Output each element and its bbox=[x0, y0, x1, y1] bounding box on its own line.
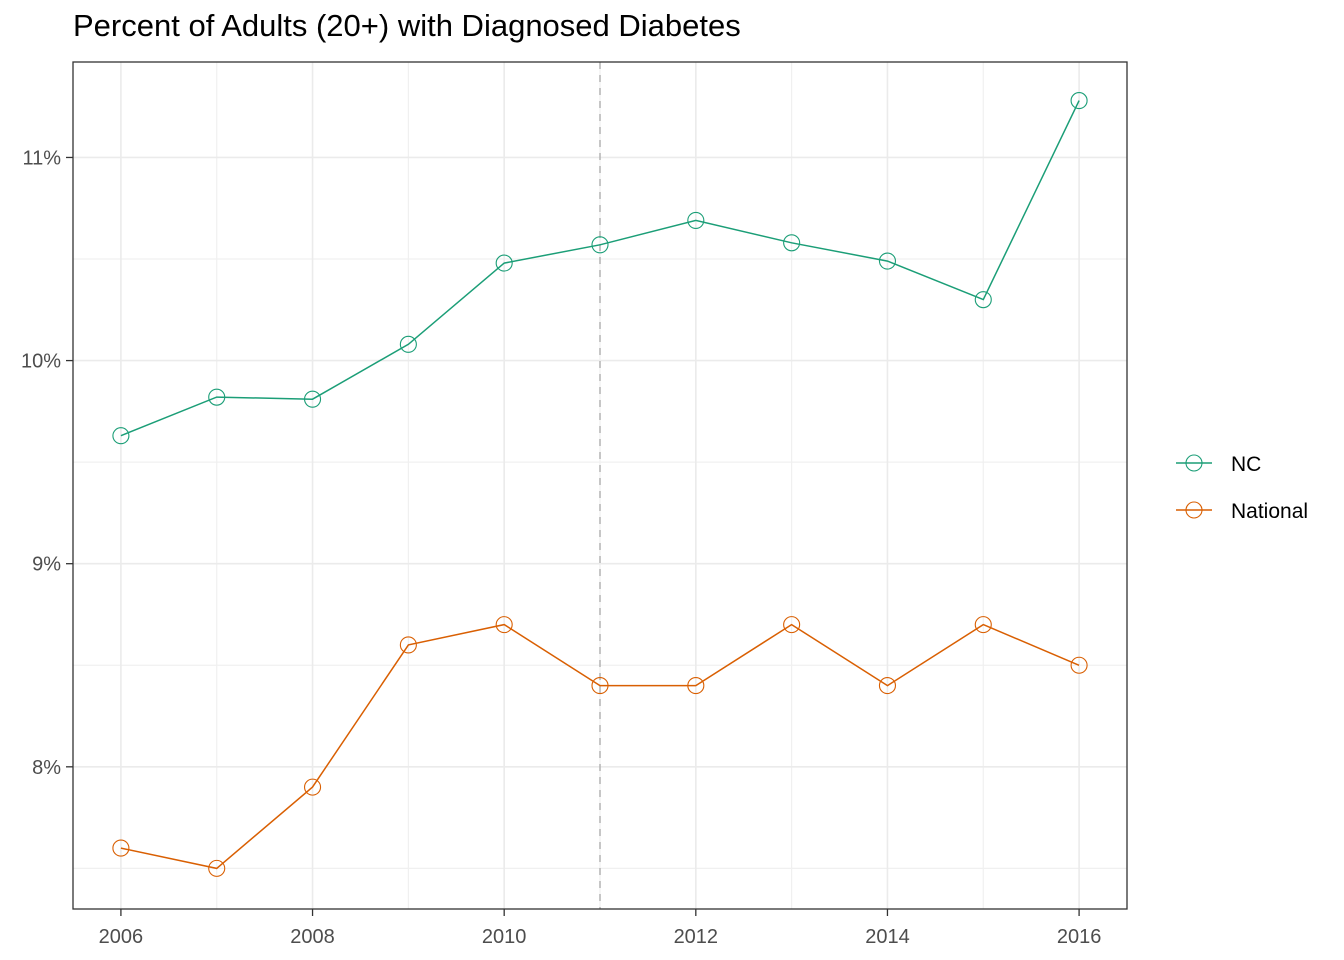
legend: NC National bbox=[1176, 453, 1308, 523]
x-tick-label: 2014 bbox=[865, 926, 910, 948]
data-point-nc bbox=[878, 252, 897, 270]
data-point-nc bbox=[783, 234, 801, 252]
y-tick-label: 9% bbox=[32, 554, 61, 576]
data-point-national bbox=[208, 859, 226, 877]
legend-marker-national bbox=[1185, 501, 1203, 519]
data-point-nc bbox=[591, 236, 609, 254]
series-group bbox=[112, 92, 1088, 877]
data-point-national bbox=[303, 778, 322, 796]
chart-title: Percent of Adults (20+) with Diagnosed D… bbox=[73, 8, 741, 43]
series-line-national bbox=[120, 623, 1080, 870]
x-tick-label: 2010 bbox=[482, 926, 527, 948]
data-point-national bbox=[112, 839, 130, 857]
y-tick-label: 10% bbox=[21, 351, 61, 373]
data-point-nc bbox=[112, 427, 130, 445]
data-point-national bbox=[1070, 656, 1088, 674]
data-point-nc bbox=[687, 211, 705, 229]
data-point-national bbox=[878, 677, 897, 695]
data-point-nc bbox=[303, 390, 322, 408]
data-point-national bbox=[495, 616, 513, 634]
x-tick-label: 2008 bbox=[290, 926, 335, 948]
data-point-national bbox=[974, 616, 992, 634]
grid-lines bbox=[73, 62, 1127, 909]
data-point-nc bbox=[1070, 92, 1088, 110]
data-point-national bbox=[687, 677, 705, 695]
x-tick-label: 2016 bbox=[1057, 926, 1102, 948]
legend-label-national: National bbox=[1231, 500, 1308, 523]
x-tick-label: 2012 bbox=[674, 926, 719, 948]
data-point-national bbox=[399, 636, 417, 654]
data-point-nc bbox=[208, 388, 226, 406]
data-point-nc bbox=[399, 335, 417, 353]
axis-ticks: 2006 2008 2010 2012 2014 2016 8% 9% 10% 11% bbox=[21, 147, 1101, 948]
data-point-nc bbox=[974, 291, 992, 309]
legend-marker-nc bbox=[1185, 454, 1203, 472]
y-tick-label: 8% bbox=[32, 757, 61, 779]
series-line-nc bbox=[120, 100, 1080, 437]
y-tick-label: 11% bbox=[22, 147, 61, 169]
data-point-national bbox=[591, 677, 609, 695]
legend-label-nc: NC bbox=[1231, 453, 1261, 476]
panel-border bbox=[72, 61, 1128, 910]
x-tick-label: 2006 bbox=[99, 926, 144, 948]
data-point-national bbox=[783, 616, 801, 634]
data-point-nc bbox=[495, 254, 513, 272]
